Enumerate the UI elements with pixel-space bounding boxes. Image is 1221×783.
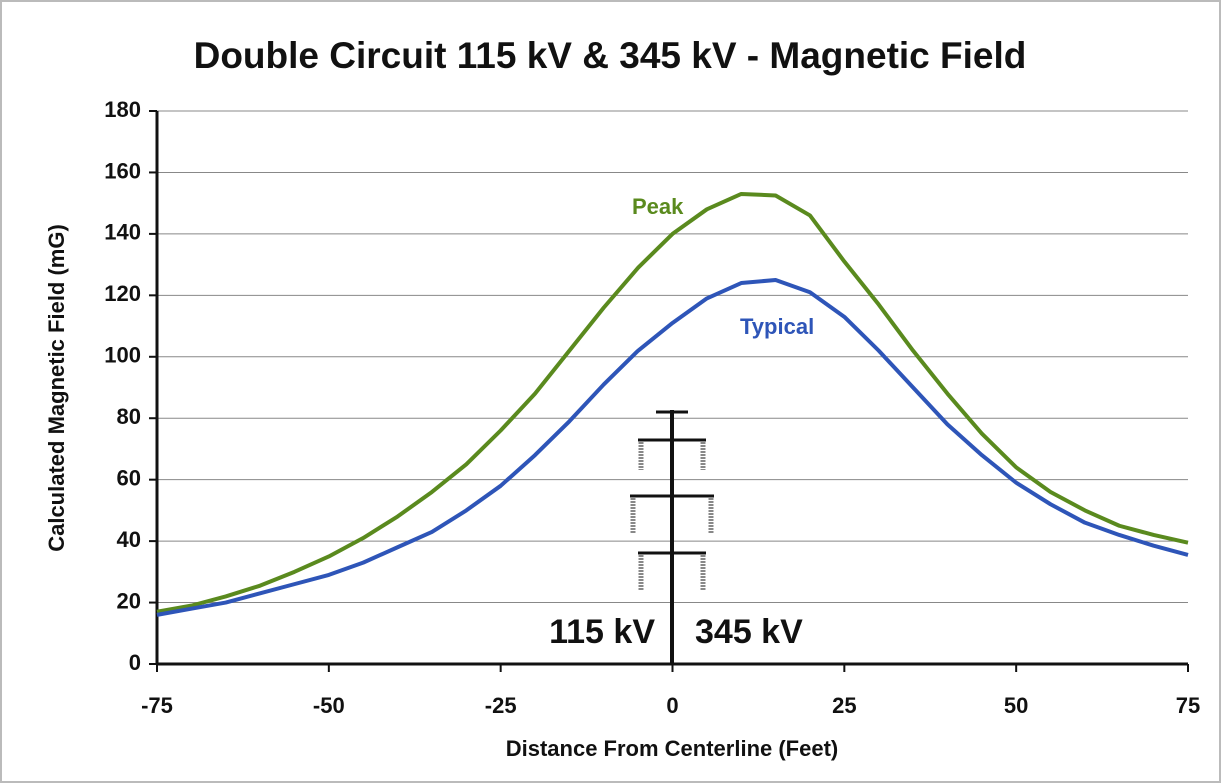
y-tick-label: 20 (117, 588, 141, 613)
annotation: 345 kV (695, 613, 803, 651)
series-label: Typical (740, 314, 814, 339)
x-tick-label: -25 (485, 693, 517, 718)
series-line (156, 277, 1189, 617)
y-tick-label: 140 (104, 220, 141, 245)
x-tick-label: 25 (832, 693, 856, 718)
x-tick-label: 0 (666, 693, 678, 718)
x-tick-label: -50 (313, 693, 345, 718)
x-axis-label: Distance From Centerline (Feet) (506, 736, 839, 761)
y-tick-label: 0 (129, 650, 141, 675)
y-tick-label: 160 (104, 158, 141, 183)
y-tick-label: 40 (117, 527, 141, 552)
annotation: 115 kV (549, 613, 655, 651)
series-line (156, 191, 1189, 614)
x-tick-label: -75 (141, 693, 173, 718)
x-tick-label: 50 (1004, 693, 1028, 718)
y-tick-label: 180 (104, 97, 141, 122)
y-tick-label: 60 (117, 465, 141, 490)
tower-icon (630, 410, 714, 664)
chart-title: Double Circuit 115 kV & 345 kV - Magneti… (194, 35, 1027, 76)
x-tick-label: 75 (1176, 693, 1200, 718)
y-tick-label: 120 (104, 281, 141, 306)
series-label: Peak (632, 194, 684, 219)
y-axis-label: Calculated Magnetic Field (mG) (44, 224, 69, 552)
y-tick-label: 100 (104, 343, 141, 368)
y-tick-label: 80 (117, 404, 141, 429)
